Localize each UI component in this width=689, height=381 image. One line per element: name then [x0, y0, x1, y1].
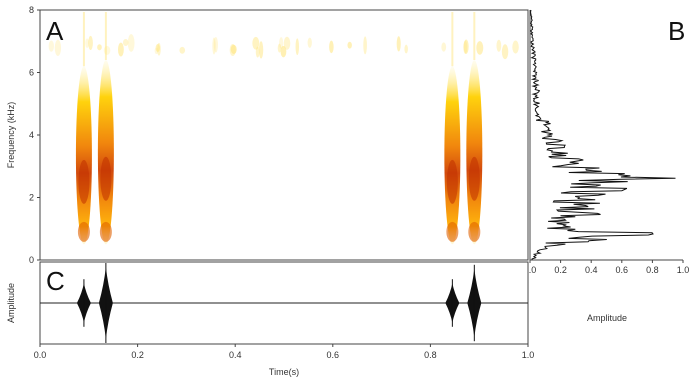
waveform-panel: 0.0 0.2 0.4 0.6 0.8 1.0 C Amplitude Time(s) [6, 261, 535, 377]
noise-speckle [363, 36, 367, 55]
call-low-band [468, 221, 481, 242]
call-low-band [446, 221, 459, 242]
noise-speckle [212, 37, 216, 55]
spectrogram-call [444, 12, 461, 245]
noise-speckle [213, 37, 218, 53]
spectrogram-call [75, 12, 92, 245]
spectrum-x-tick-label: 0.6 [616, 265, 629, 275]
waveform-x-tick-label: 0.0 [34, 350, 47, 360]
spectrum-x-ticks: 0.0 0.2 0.4 0.6 0.8 1.0 [524, 260, 689, 275]
spectrogram-calls [75, 12, 483, 245]
noise-speckle [97, 44, 102, 51]
noise-speckle [179, 46, 186, 54]
panel-label-c: C [46, 266, 65, 296]
noise-speckle [501, 44, 509, 60]
waveform-x-ticks: 0.0 0.2 0.4 0.6 0.8 1.0 [34, 344, 535, 360]
spectrogram-y-tick-label: 0 [29, 255, 34, 265]
noise-speckle [230, 44, 237, 54]
noise-speckle [512, 40, 519, 54]
waveform-x-tick-label: 0.2 [131, 350, 144, 360]
spectrum-x-axis-label: Amplitude [587, 313, 627, 323]
waveform-y-axis-label: Amplitude [6, 283, 16, 323]
waveform-x-tick-label: 1.0 [522, 350, 535, 360]
noise-speckle [396, 36, 401, 52]
noise-speckle [122, 38, 129, 47]
noise-speckle [154, 47, 159, 55]
call-peak [100, 156, 112, 201]
noise-speckle [441, 42, 447, 52]
spectrum-x-tick-label: 0.4 [585, 265, 598, 275]
noise-speckle [295, 38, 300, 56]
spectrogram-call [466, 12, 483, 245]
noise-speckle [258, 41, 264, 59]
call-low-band [77, 221, 90, 242]
spectrum-x-tick-label: 1.0 [677, 265, 689, 275]
call-body [444, 66, 461, 245]
noise-speckle [347, 41, 352, 49]
noise-speckle [307, 37, 312, 48]
noise-speckle [496, 39, 502, 52]
noise-speckle [118, 42, 124, 57]
noise-speckle [48, 40, 54, 52]
waveform-burst [445, 279, 460, 327]
waveform-x-tick-label: 0.4 [229, 350, 242, 360]
call-peak [446, 159, 458, 204]
noise-speckle [252, 36, 260, 50]
call-peak [78, 159, 90, 204]
spectrum-x-tick-label: 0.0 [524, 265, 537, 275]
spectrogram-y-tick-label: 6 [29, 68, 34, 78]
call-low-band [99, 221, 112, 242]
noise-speckle [277, 43, 282, 53]
noise-speckle [229, 43, 236, 57]
spectrogram-call [97, 12, 114, 245]
noise-speckle [85, 38, 89, 49]
call-body [97, 60, 114, 245]
noise-speckle [127, 34, 135, 52]
noise-speckle [283, 36, 291, 50]
noise-speckle [255, 46, 260, 58]
spectrogram-panel: 0 2 4 6 8 A Frequency (kHz) [6, 5, 529, 265]
noise-speckle [476, 41, 484, 55]
spectrum-x-tick-label: 0.8 [646, 265, 659, 275]
spectrogram-y-tick-label: 2 [29, 193, 34, 203]
call-peak [468, 156, 480, 201]
call-body [466, 60, 483, 245]
spectrum-x-tick-label: 0.2 [554, 265, 567, 275]
panel-label-b: B [668, 16, 685, 46]
noise-speckle [404, 44, 408, 54]
noise-speckle [54, 39, 62, 56]
waveform-burst [98, 263, 113, 343]
noise-speckle [155, 44, 160, 52]
noise-speckle [463, 39, 469, 54]
noise-speckle [280, 45, 287, 58]
waveform-bursts [76, 263, 482, 343]
spectrogram-y-tick-label: 4 [29, 130, 34, 140]
noise-speckle [329, 40, 334, 54]
noise-speckle [103, 45, 111, 56]
waveform-x-tick-label: 0.6 [327, 350, 340, 360]
waveform-x-axis-label: Time(s) [269, 367, 299, 377]
waveform-x-tick-label: 0.8 [424, 350, 437, 360]
waveform-burst [76, 279, 91, 327]
spectrogram-y-axis-label: Frequency (kHz) [6, 102, 16, 169]
waveform-burst [467, 264, 482, 342]
spectrum-line [530, 9, 676, 261]
amplitude-spectrum-panel: 0.0 0.2 0.4 0.6 0.8 1.0 B Amplitude [524, 9, 689, 323]
noise-speckle [279, 37, 284, 49]
noise-speckle [88, 35, 93, 51]
panel-label-a: A [46, 16, 64, 46]
call-body [75, 66, 92, 245]
spectrogram-y-ticks: 0 2 4 6 8 [29, 5, 40, 265]
spectrogram-y-tick-label: 8 [29, 5, 34, 15]
